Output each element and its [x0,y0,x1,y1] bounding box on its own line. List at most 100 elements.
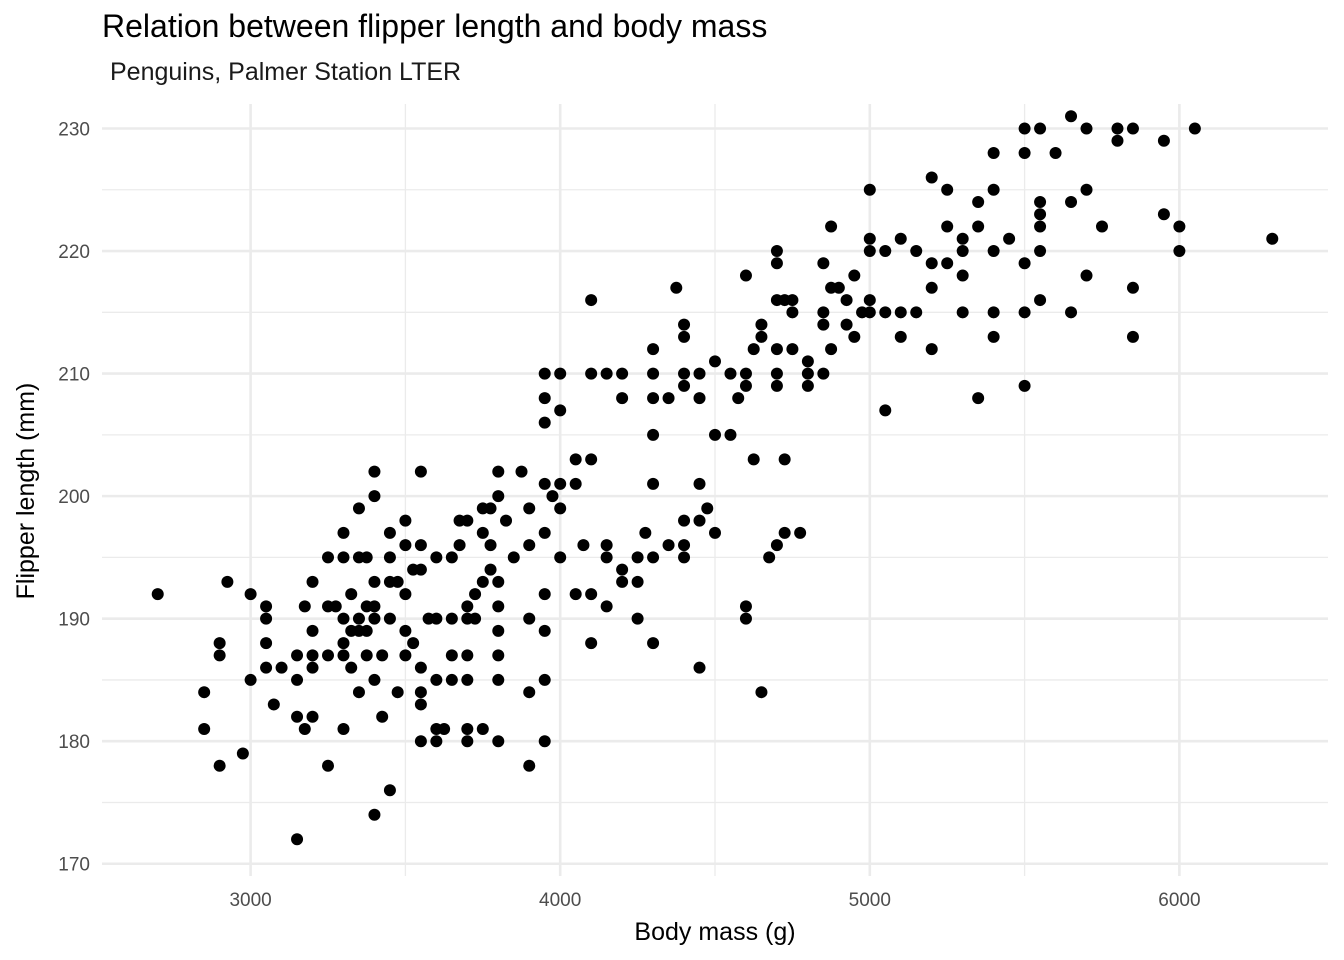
data-point [1111,134,1124,147]
data-point [701,502,714,515]
y-tick-label: 210 [58,365,90,386]
data-point [399,649,412,662]
data-point [1065,196,1078,209]
data-point [352,502,365,515]
data-point [577,539,590,552]
data-point [678,367,691,380]
data-point [894,330,907,343]
data-point [616,575,629,588]
data-point [1018,147,1031,160]
minor-gridlines [102,104,1328,876]
data-point [770,257,783,270]
data-point [236,747,249,760]
data-point [476,722,489,735]
data-point [221,575,234,588]
data-point [863,183,876,196]
data-point [1034,208,1047,221]
data-point [368,673,381,686]
data-point [414,686,427,699]
data-point [987,245,1000,258]
data-point [360,649,373,662]
data-point [438,722,451,735]
data-point [538,673,551,686]
data-point [848,330,861,343]
data-point [863,294,876,307]
data-point [941,183,954,196]
data-point [1003,232,1016,245]
data-point [414,735,427,748]
data-point [484,539,497,552]
data-point [910,245,923,258]
data-point [616,392,629,405]
data-point [1266,232,1279,245]
data-point [1034,196,1047,209]
data-point [739,269,752,282]
data-point [414,465,427,478]
data-point [399,539,412,552]
data-point [763,551,776,564]
data-point [554,502,567,515]
data-point [794,526,807,539]
data-point [260,600,273,613]
data-point [383,784,396,797]
data-point [972,196,985,209]
data-point [492,575,505,588]
data-point [291,710,304,723]
data-point [445,673,458,686]
data-point [1126,122,1139,135]
data-point [631,575,644,588]
data-point [569,588,582,601]
data-point [647,392,660,405]
data-point [523,686,536,699]
data-point [360,624,373,637]
data-point [956,306,969,319]
data-point [523,759,536,772]
data-point [1080,183,1093,196]
data-point [972,392,985,405]
data-point [500,514,513,527]
data-point [678,379,691,392]
data-point [244,588,257,601]
data-point [894,232,907,245]
data-point [801,379,814,392]
data-point [600,600,613,613]
data-point [709,355,721,368]
data-point [739,600,752,613]
data-point [492,735,505,748]
data-point [198,722,211,735]
data-point [538,624,551,637]
data-point [554,477,567,490]
data-point [616,563,629,576]
data-point [523,612,536,625]
data-point [399,588,412,601]
data-point [825,343,838,356]
data-point [538,392,551,405]
data-point [275,661,288,674]
data-point [306,649,319,662]
data-point [260,612,273,625]
data-point [538,367,551,380]
data-point [678,330,691,343]
data-point [817,367,830,380]
data-point [956,245,969,258]
y-axis-title: Flipper length (mm) [12,383,40,600]
data-point [863,245,876,258]
data-point [322,649,335,662]
data-point [322,759,335,772]
data-point [376,710,389,723]
data-point [770,343,783,356]
data-point [337,551,350,564]
data-point [1018,257,1031,270]
data-point [1188,122,1201,135]
data-point [469,588,482,601]
data-point [1157,208,1170,221]
data-point [987,330,1000,343]
data-point [391,686,404,699]
data-point [1034,245,1047,258]
data-point [554,551,567,564]
data-point [840,294,853,307]
data-point [832,281,845,294]
data-point [956,232,969,245]
data-point [693,367,706,380]
data-point [538,735,551,748]
